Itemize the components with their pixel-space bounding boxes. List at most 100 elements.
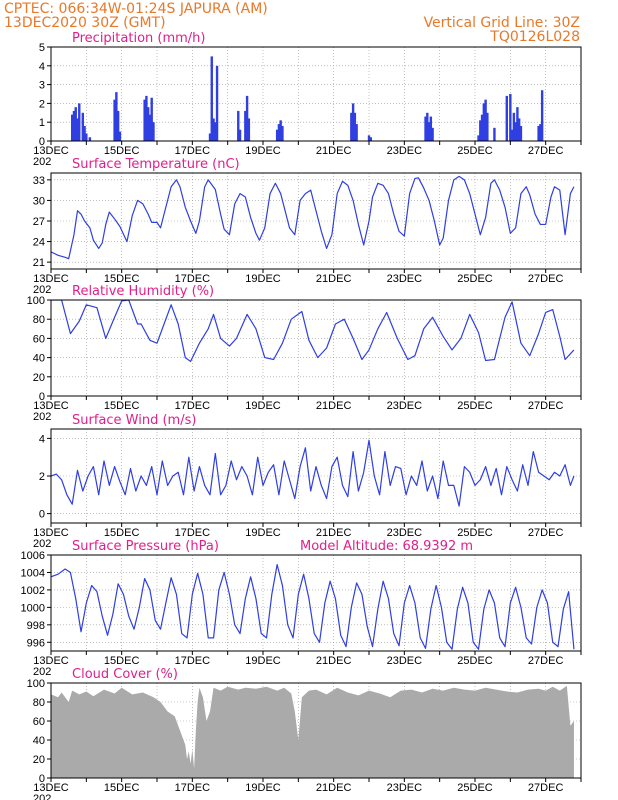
precip-bar (116, 110, 120, 141)
x-tick-label: 13DEC (33, 527, 69, 539)
precip-bar (245, 95, 249, 141)
precip-bar (208, 133, 212, 141)
wind-panel: 0 2 4 13DEC 15DEC 17DEC 19DEC 21DEC 23DEC 25DEC 27… (33, 413, 582, 550)
y-tick-label: 1000 (21, 602, 45, 614)
temperature-line (51, 175, 575, 260)
x-tick-label: 17DEC (175, 145, 211, 157)
pressure-frame (50, 554, 582, 652)
x-tick-label: 25DEC (457, 273, 493, 285)
x-tick-label: 21DEC (316, 782, 352, 794)
y-tick-label: 998 (27, 620, 45, 632)
year-fragment: 202 (33, 793, 51, 800)
precip-bar (237, 110, 240, 141)
precip-bar (353, 112, 357, 141)
y-tick-label: 1006 (21, 550, 45, 562)
precip-bar (514, 122, 517, 141)
pressure-title: Surface Pressure (hPa) (72, 539, 219, 554)
y-tick-label: 40 (33, 735, 45, 747)
x-tick-label: 13DEC (33, 400, 69, 412)
y-tick-label: 100 (27, 295, 45, 307)
x-tick-label: 27DEC (528, 527, 564, 539)
precip-bar (238, 129, 242, 141)
x-tick-label: 27DEC (528, 273, 564, 285)
x-tick-label: 17DEC (175, 655, 211, 667)
precip-bar (244, 110, 247, 141)
precip-bar (81, 112, 84, 141)
x-tick-label: 21DEC (316, 655, 352, 667)
precip-bar (512, 112, 516, 141)
x-tick-label: 23DEC (387, 527, 423, 539)
humidity-title: Relative Humidity (%) (72, 284, 214, 299)
x-tick-label: 15DEC (104, 400, 140, 412)
y-tick-label: 0 (39, 773, 45, 785)
precip-bar (517, 118, 521, 141)
precip-bar (275, 129, 279, 141)
y-tick-label: 0 (39, 509, 45, 521)
x-tick-label: 19DEC (245, 782, 281, 794)
header-grid-line: Vertical Grid Line: 30Z (424, 15, 580, 31)
x-tick-label: 19DEC (245, 400, 281, 412)
precip-bar (85, 133, 88, 141)
pressure-panel: 996 998 1000 1002 1004 1006 13DEC 15DEC 17DEC 19D… (21, 539, 582, 678)
precip-bar (113, 99, 116, 141)
precip-bar (486, 112, 489, 141)
precip-bar (431, 127, 434, 141)
x-tick-label: 13DEC (33, 782, 69, 794)
precip-bar (72, 110, 76, 141)
precipitation-series (71, 56, 544, 141)
precip-bar (429, 116, 433, 141)
precip-bar (148, 114, 152, 141)
precipitation-panel: 0 1 2 3 4 5 13DEC 15DEC 17DEC 19DEC 21DEC 23DEC 25DE… (33, 31, 582, 168)
chart-panels: 0 1 2 3 4 5 13DEC 15DEC 17DEC 19DEC 21DEC 23DEC 25DE… (21, 31, 582, 800)
x-tick-label: 15DEC (104, 145, 140, 157)
x-tick-label: 27DEC (528, 782, 564, 794)
wind-title: Surface Wind (m/s) (72, 413, 196, 428)
x-tick-label: 23DEC (387, 655, 423, 667)
y-tick-label: 100 (27, 678, 45, 690)
year-fragment: 202 (33, 538, 51, 550)
y-tick-label: 1 (39, 117, 45, 129)
x-tick-label: 17DEC (175, 273, 211, 285)
x-tick-label: 15DEC (104, 782, 140, 794)
wind-line (51, 439, 575, 507)
y-tick-label: 40 (33, 353, 45, 365)
precip-bar (426, 112, 429, 141)
precip-bar (247, 118, 251, 141)
x-tick-label: 27DEC (528, 400, 564, 412)
y-tick-label: 4 (39, 61, 45, 73)
precip-bar (74, 107, 77, 141)
x-tick-label: 15DEC (104, 655, 140, 667)
x-tick-label: 27DEC (528, 655, 564, 667)
x-tick-label: 17DEC (175, 400, 211, 412)
x-tick-label: 13DEC (33, 655, 69, 667)
precip-bar (281, 125, 284, 141)
precip-bar (146, 107, 150, 141)
precip-bar (277, 124, 281, 141)
precip-bar (519, 125, 523, 141)
header-model: TQ0126L028 (489, 29, 580, 45)
precip-bar (516, 107, 519, 141)
precip-bar (83, 125, 86, 141)
x-tick-label: 21DEC (316, 527, 352, 539)
humidity-series (51, 300, 575, 363)
x-tick-label: 27DEC (528, 145, 564, 157)
y-tick-label: 20 (33, 754, 45, 766)
precip-bar (424, 116, 427, 141)
year-fragment: 202 (33, 666, 51, 678)
header-date: 13DEC2020 30Z (GMT) (4, 15, 166, 31)
x-tick-label: 15DEC (104, 527, 140, 539)
x-tick-label: 17DEC (175, 527, 211, 539)
cloud-cover-panel: 0 20 40 60 80 100 13DEC 15DEC 17DEC 19DEC 21DEC 23D… (27, 667, 582, 800)
y-tick-label: 0 (39, 391, 45, 403)
y-tick-label: 27 (33, 216, 45, 228)
precip-bar (367, 135, 371, 141)
x-tick-label: 25DEC (457, 400, 493, 412)
y-tick-label: 3 (39, 80, 45, 92)
y-tick-label: 1004 (21, 567, 45, 579)
precip-bar (279, 120, 282, 141)
precip-bar (88, 137, 92, 141)
x-tick-label: 25DEC (457, 655, 493, 667)
precip-bar (477, 135, 480, 141)
model-altitude: Model Altitude: 68.9392 m (300, 539, 473, 554)
precip-bar (369, 137, 372, 141)
